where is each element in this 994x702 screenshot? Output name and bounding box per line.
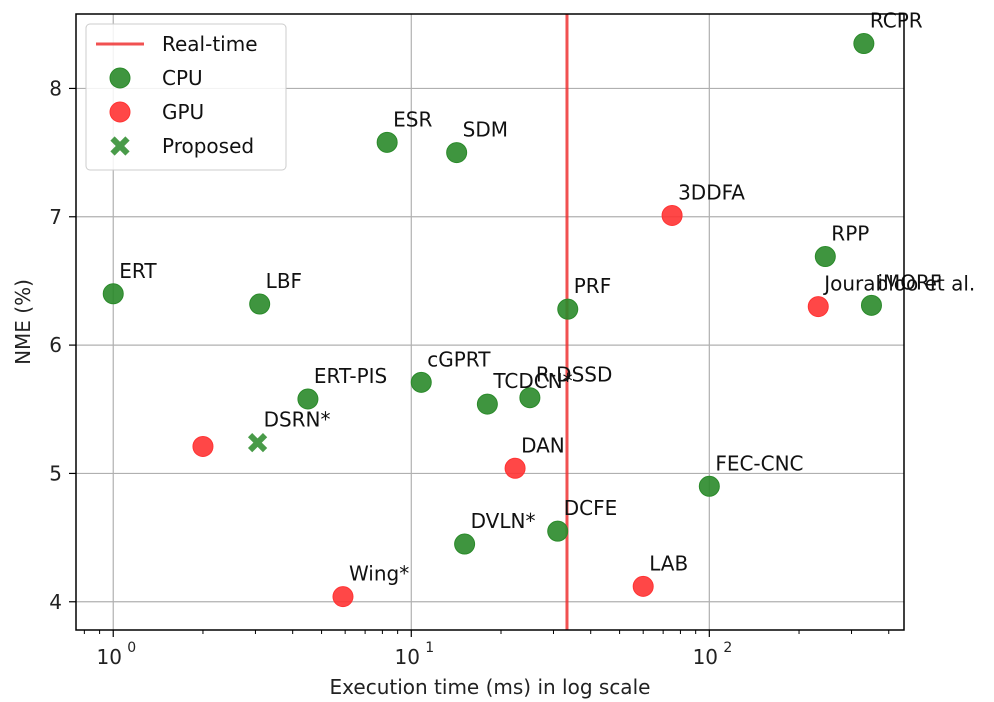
point-cpu <box>454 533 476 555</box>
point-label: 3DDFA <box>678 180 745 204</box>
plot-area-frame <box>75 13 905 631</box>
y-tick-label: 7 <box>49 205 62 229</box>
point-gpu <box>332 586 354 608</box>
x-tick-exponent: 2 <box>723 640 732 656</box>
point-cpu <box>376 131 398 153</box>
point-label: DSRN* <box>264 408 331 432</box>
legend-label: GPU <box>162 100 204 124</box>
point-labels: RCPR ESR SDM 3DDFA RPP ERT LBF PRF Jourabloo et … <box>119 9 975 586</box>
x-tick-exponent: 1 <box>425 640 434 656</box>
legend-label: Proposed <box>162 134 254 158</box>
legend-label: Real-time <box>162 32 258 56</box>
point-label: Wing* <box>349 562 409 586</box>
point-cpu <box>557 298 579 320</box>
point-cpu <box>853 33 875 55</box>
point-cpu <box>410 371 432 393</box>
grid-lines <box>76 14 904 630</box>
point-label: iMORF <box>877 270 941 294</box>
x-tick-exponent: 0 <box>127 640 136 656</box>
point-label: RPP <box>831 222 869 246</box>
legend-marker-cpu <box>109 67 131 89</box>
y-tick-label: 4 <box>49 590 62 614</box>
x-tick-label: 10 <box>97 645 122 669</box>
point-label: LAB <box>649 551 688 575</box>
y-axis-label: NME (%) <box>11 279 35 365</box>
y-tick-label: 8 <box>49 76 62 100</box>
point-label: cGPRT <box>427 347 491 371</box>
point-label: R-DSSD <box>536 363 613 387</box>
point-gpu <box>192 435 214 457</box>
x-axis-ticks: 10 0 10 1 10 2 <box>83 630 890 669</box>
point-proposed <box>247 433 268 453</box>
point-gpu <box>661 204 683 226</box>
x-axis-label: Execution time (ms) in log scale <box>330 675 651 699</box>
legend-box <box>85 23 287 171</box>
point-cpu <box>547 520 569 542</box>
point-label: DAN <box>521 433 565 457</box>
point-label: ESR <box>393 107 432 131</box>
x-tick-label: 10 <box>395 645 420 669</box>
point-label: LBF <box>266 269 302 293</box>
point-cpu <box>446 142 468 164</box>
point-cpu <box>476 393 498 415</box>
legend-marker-gpu <box>109 101 131 123</box>
point-cpu <box>519 387 541 409</box>
y-axis-ticks: 4 5 6 7 8 <box>49 76 76 614</box>
point-cpu <box>249 293 271 315</box>
point-label: DVLN* <box>471 509 536 533</box>
point-label: Jourabloo et al. <box>822 272 975 296</box>
y-tick-label: 6 <box>49 333 62 357</box>
point-label: RCPR <box>870 9 923 33</box>
point-label: TCDCN* <box>492 369 572 393</box>
point-cpu <box>102 283 124 305</box>
legend-marker-proposed <box>110 136 130 156</box>
y-tick-label: 5 <box>49 461 62 485</box>
point-cpu <box>814 246 836 268</box>
point-label: ERT-PIS <box>314 364 387 388</box>
point-cpu <box>860 294 882 316</box>
data-points <box>102 33 882 608</box>
point-cpu <box>698 475 720 497</box>
point-cpu <box>297 388 319 410</box>
point-label: DCFE <box>564 496 618 520</box>
legend: Real-time CPU GPU Proposed <box>85 23 287 171</box>
point-label: ERT <box>119 259 157 283</box>
point-gpu <box>632 575 654 597</box>
point-label: PRF <box>574 274 611 298</box>
point-gpu <box>807 296 829 318</box>
legend-label: CPU <box>162 66 203 90</box>
x-tick-label: 10 <box>693 645 718 669</box>
point-label: SDM <box>463 118 508 142</box>
point-gpu <box>504 457 526 479</box>
point-label: FEC-CNC <box>715 451 803 475</box>
